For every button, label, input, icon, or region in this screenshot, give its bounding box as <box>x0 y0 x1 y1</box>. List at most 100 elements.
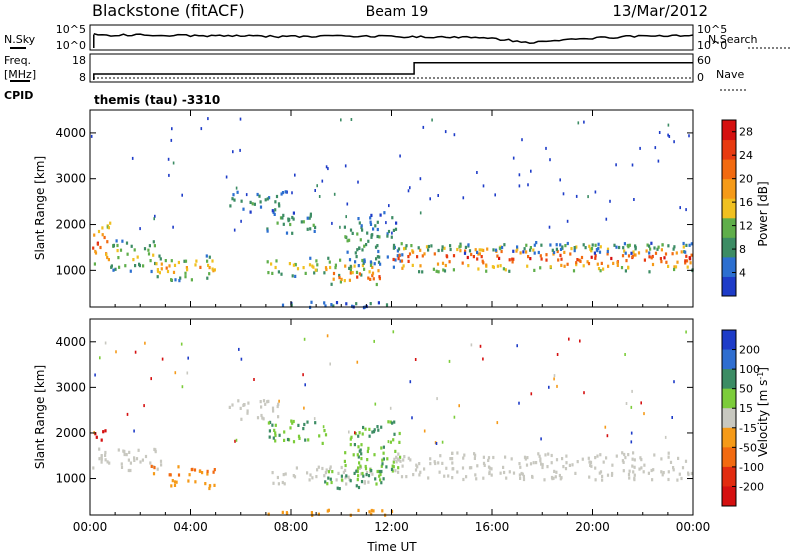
velocity-colorbar-swatch <box>722 369 736 390</box>
power-cell <box>291 231 294 235</box>
power-cell <box>559 243 562 247</box>
velocity-cell <box>547 452 550 456</box>
velocity-cell <box>610 473 614 477</box>
power-cell <box>379 213 382 217</box>
power-colorbar-swatch <box>722 120 736 141</box>
velocity-cell <box>357 455 360 459</box>
power-cell <box>292 217 295 221</box>
velocity-cell <box>368 510 371 514</box>
power-cell <box>110 264 113 268</box>
power-cell <box>407 255 410 259</box>
velocity-cell <box>672 468 675 472</box>
power-cell <box>527 183 529 187</box>
velocity-cell <box>365 471 369 475</box>
velocity-cell <box>456 451 459 455</box>
velocity-cell <box>98 457 101 461</box>
power-cell <box>425 245 429 249</box>
velocity-cell <box>104 429 107 433</box>
power-cell <box>345 302 348 306</box>
power-cell <box>549 265 552 269</box>
velocity-cell <box>685 330 687 334</box>
velocity-cell <box>594 466 597 470</box>
velocity-cell <box>518 401 520 405</box>
power-cell <box>680 250 683 254</box>
velocity-cell <box>482 357 484 361</box>
velocity-cell <box>531 475 534 479</box>
velocity-cell <box>414 358 417 361</box>
power-cell <box>502 267 505 271</box>
power-cell <box>441 261 445 265</box>
velocity-colorbar-tick-label: -200 <box>739 480 764 493</box>
velocity-cell <box>357 474 360 478</box>
velocity-cell <box>524 457 527 461</box>
velocity-cell <box>559 477 562 481</box>
velocity-cell <box>394 469 397 473</box>
power-cell <box>411 263 414 267</box>
power-cell <box>634 244 637 248</box>
velocity-cell <box>522 474 525 478</box>
velocity-cell <box>370 508 373 513</box>
power-cell <box>114 267 117 271</box>
power-cell <box>530 169 532 173</box>
velocity-cell <box>282 473 285 477</box>
freq-left-tick-bottom: 8 <box>79 71 86 84</box>
power-cell <box>494 193 496 197</box>
power-cell <box>540 243 543 247</box>
velocity-cell <box>353 471 356 475</box>
power-cell <box>186 268 189 272</box>
power-cell <box>392 257 395 262</box>
velocity-cell <box>376 425 379 429</box>
noise-right-label: N.Search <box>708 33 758 46</box>
velocity-cell <box>324 471 327 475</box>
power-cell <box>575 263 578 267</box>
velocity-colorbar-tick-label: 100 <box>739 363 760 376</box>
power-cell <box>302 220 305 224</box>
power-cell <box>373 262 376 266</box>
velocity-cell <box>212 470 215 474</box>
power-cell <box>661 243 664 247</box>
power-cell <box>239 117 242 121</box>
power-cell <box>685 243 688 247</box>
power-cell <box>300 220 303 224</box>
freq-label-line1: Freq. <box>4 54 31 67</box>
freq-label-line2: [MHz] <box>4 68 36 81</box>
power-cell <box>357 180 359 184</box>
power-cell <box>673 140 675 144</box>
velocity-cell <box>173 483 177 487</box>
y-tick-label: 1000 <box>55 472 86 486</box>
velocity-cell <box>650 468 653 473</box>
velocity-cell <box>187 356 189 360</box>
date-title: 13/Mar/2012 <box>612 2 708 20</box>
power-cell <box>645 249 648 253</box>
power-colorbar-swatch <box>722 276 736 297</box>
power-cell <box>597 246 600 250</box>
velocity-cell <box>367 474 371 478</box>
velocity-cell <box>102 430 105 434</box>
power-cell <box>480 248 483 252</box>
velocity-cell <box>621 451 624 455</box>
power-cell <box>459 242 462 246</box>
power-cell <box>539 266 542 270</box>
power-cell <box>560 263 563 267</box>
power-cell <box>148 244 151 248</box>
power-cell <box>103 235 106 240</box>
velocity-cell <box>347 475 350 479</box>
freq-left-tick-top: 18 <box>72 54 86 67</box>
power-cell <box>650 256 653 260</box>
velocity-cell <box>381 458 384 462</box>
power-cell <box>354 260 357 264</box>
power-cell <box>671 252 674 256</box>
power-cell <box>271 209 274 213</box>
velocity-cell <box>368 434 371 438</box>
velocity-cell <box>470 466 473 470</box>
velocity-cell <box>433 460 436 464</box>
power-cell <box>371 265 374 269</box>
power-cell <box>667 133 669 137</box>
power-cell <box>361 258 364 263</box>
velocity-cell <box>95 435 98 439</box>
power-cell <box>492 248 495 252</box>
velocity-cell <box>316 468 319 472</box>
power-cell <box>172 270 176 274</box>
power-cell <box>275 194 279 199</box>
velocity-cell <box>382 451 385 455</box>
